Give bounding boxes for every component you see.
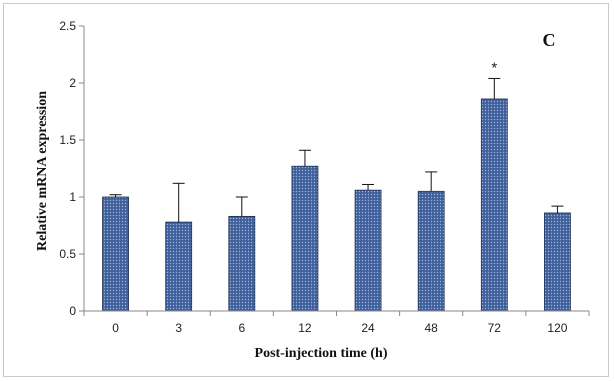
x-tick-label: 48 — [425, 321, 439, 335]
chart-frame: 0 0.5 1 1.5 2 2.5 * 0 3 6 12 24 48 72 120 C Post-inj… — [3, 3, 609, 377]
bars — [102, 98, 571, 312]
bar-12 — [291, 165, 319, 312]
error-bars: * — [109, 59, 564, 223]
y-axis-ticks: 0 0.5 1 1.5 2 2.5 — [59, 19, 84, 318]
x-axis-ticks: 0 3 6 12 24 48 72 120 — [83, 311, 590, 335]
x-tick-label: 120 — [547, 321, 567, 335]
x-tick-label: 24 — [361, 321, 375, 335]
y-tick-label: 2.5 — [59, 19, 76, 33]
y-tick-label: 1 — [69, 190, 76, 204]
bar-120 — [544, 212, 571, 312]
bar-24 — [354, 189, 382, 312]
y-tick-label: 0 — [69, 304, 76, 318]
x-tick-label: 0 — [112, 321, 119, 335]
x-tick-label: 3 — [175, 321, 182, 335]
bar-chart: 0 0.5 1 1.5 2 2.5 * 0 3 6 12 24 48 72 120 C Post-inj… — [35, 19, 590, 361]
bar-72 — [480, 98, 508, 312]
x-tick-label: 12 — [298, 321, 312, 335]
x-tick-label: 72 — [488, 321, 502, 335]
bar-0 — [102, 196, 129, 312]
x-tick-label: 6 — [238, 321, 245, 335]
panel-label: C — [543, 30, 556, 50]
significance-marker-72: * — [491, 59, 497, 76]
bar-48 — [417, 190, 445, 312]
y-tick-label: 2 — [69, 76, 76, 90]
y-tick-label: 0.5 — [59, 247, 76, 261]
x-axis-title: Post-injection time (h) — [255, 346, 388, 361]
bar-3 — [165, 221, 193, 312]
y-tick-label: 1.5 — [59, 133, 76, 147]
y-axis-title: Relative mRNA expression — [35, 91, 50, 251]
bar-6 — [228, 215, 256, 312]
